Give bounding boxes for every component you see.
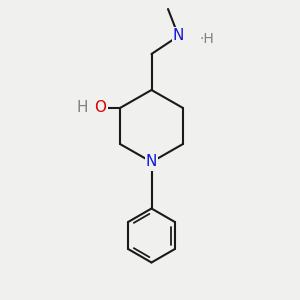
Text: N: N: [173, 28, 184, 44]
Text: O: O: [94, 100, 106, 116]
Text: ·H: ·H: [200, 32, 214, 46]
Text: N: N: [146, 154, 157, 169]
Text: H: H: [77, 100, 88, 116]
